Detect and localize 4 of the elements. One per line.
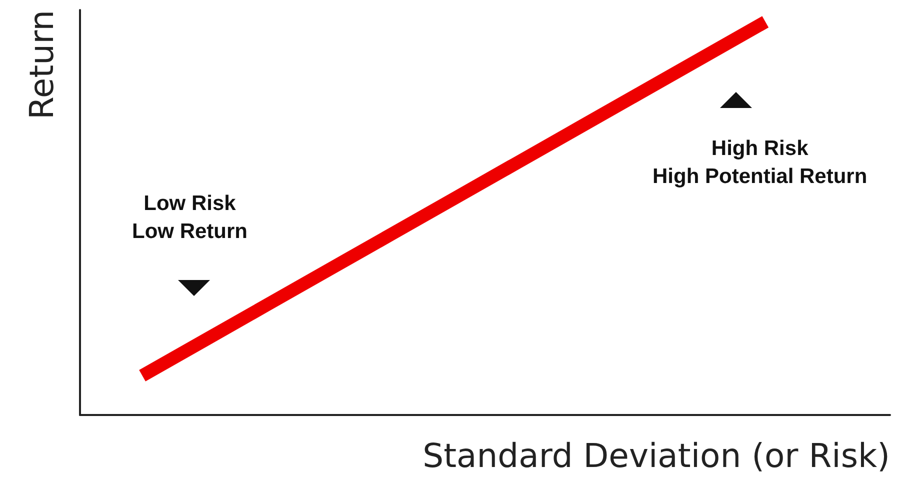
annotation: Low Risk Low Return bbox=[132, 191, 248, 246]
x-axis-title: Standard Deviation (or Risk) bbox=[422, 436, 890, 475]
annotation: High Risk High Potential Return bbox=[652, 136, 868, 190]
y-axis-title: Return bbox=[22, 10, 61, 120]
